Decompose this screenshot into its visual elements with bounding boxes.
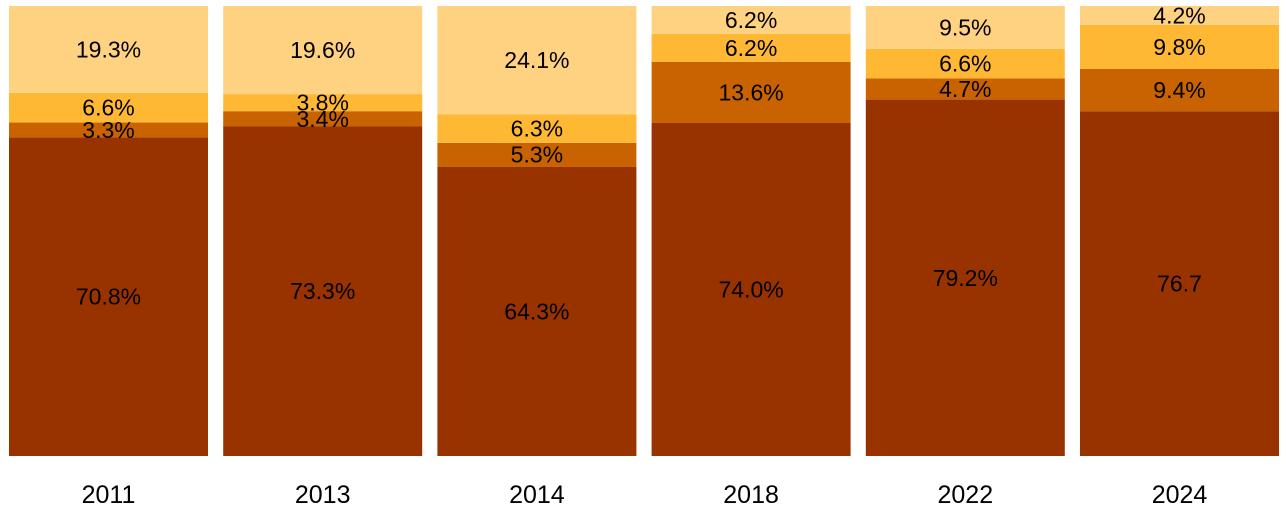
data-label-2014-3: 6.3% <box>511 116 563 142</box>
bar-segment-2011-1 <box>9 137 208 456</box>
bars-layer <box>9 6 1279 457</box>
x-tick-label-2013: 2013 <box>295 481 351 509</box>
data-label-2022-1: 79.2% <box>933 265 998 291</box>
data-label-2018-2: 13.6% <box>718 79 783 105</box>
data-label-2018-3: 6.2% <box>725 35 777 61</box>
x-tick-label-2014: 2014 <box>509 481 565 509</box>
data-label-2014-1: 64.3% <box>504 298 569 324</box>
x-axis-labels: 2011 2013 2014 2018 2022 2024 <box>82 481 1208 509</box>
data-label-2024-2: 9.4% <box>1153 77 1205 103</box>
x-tick-label-2024: 2024 <box>1152 481 1208 509</box>
data-label-2014-4: 24.1% <box>504 47 569 73</box>
bar-segment-2018-2 <box>651 61 851 123</box>
data-label-2011-4: 19.3% <box>76 36 141 62</box>
data-label-2018-1: 74.0% <box>718 277 783 303</box>
data-label-2022-4: 9.5% <box>939 14 991 40</box>
data-label-2011-3: 6.6% <box>82 95 134 121</box>
bar-segment-2014-3 <box>437 114 637 143</box>
bar-segment-2013-3 <box>223 94 423 112</box>
bar-segment-2022-4 <box>865 6 1065 49</box>
data-label-2013-4: 19.6% <box>290 37 355 63</box>
data-label-2014-2: 5.3% <box>511 142 563 168</box>
data-label-2011-1: 70.8% <box>76 284 141 310</box>
bar-segment-2014-4 <box>437 6 637 115</box>
data-label-2013-3: 3.8% <box>296 90 348 116</box>
bar-segment-2013-2 <box>223 111 423 127</box>
bar-segment-2011-2 <box>9 122 208 138</box>
bar-segment-2011-3 <box>9 92 208 123</box>
data-label-2022-3: 6.6% <box>939 51 991 77</box>
bar-segment-2018-1 <box>651 123 851 456</box>
data-label-2024-1: 76.7 <box>1157 271 1202 297</box>
bar-segment-2022-3 <box>865 48 1065 79</box>
data-label-2022-2: 4.7% <box>939 76 991 102</box>
bar-segment-2018-3 <box>651 33 851 62</box>
data-label-2013-1: 73.3% <box>290 278 355 304</box>
x-tick-label-2011: 2011 <box>82 481 136 509</box>
bar-segment-2022-2 <box>865 78 1065 100</box>
bar-segment-2013-4 <box>223 6 423 95</box>
bar-segment-2013-1 <box>223 126 423 456</box>
data-label-2024-3: 9.8% <box>1153 34 1205 60</box>
bar-segment-2022-1 <box>865 99 1065 456</box>
bar-segment-2014-2 <box>437 142 637 167</box>
bar-segment-2024-1 <box>1080 111 1279 457</box>
data-label-2013-2: 3.4% <box>296 106 348 132</box>
x-tick-label-2018: 2018 <box>723 481 779 509</box>
bar-segment-2024-4 <box>1080 6 1279 25</box>
x-tick-label-2022: 2022 <box>937 481 993 509</box>
bar-segment-2014-1 <box>437 166 637 456</box>
bar-segment-2018-4 <box>651 6 851 34</box>
data-label-2018-4: 6.2% <box>725 7 777 33</box>
bar-segment-2011-4 <box>9 6 208 93</box>
bar-segment-2024-2 <box>1080 68 1279 112</box>
data-label-2024-4: 4.2% <box>1153 2 1205 28</box>
data-label-2011-2: 3.3% <box>82 117 134 143</box>
bar-segment-2024-3 <box>1080 24 1279 69</box>
data-labels-layer: 70.8%3.3%6.6%19.3%73.3%3.4%3.8%19.6%64.3… <box>76 2 1206 324</box>
